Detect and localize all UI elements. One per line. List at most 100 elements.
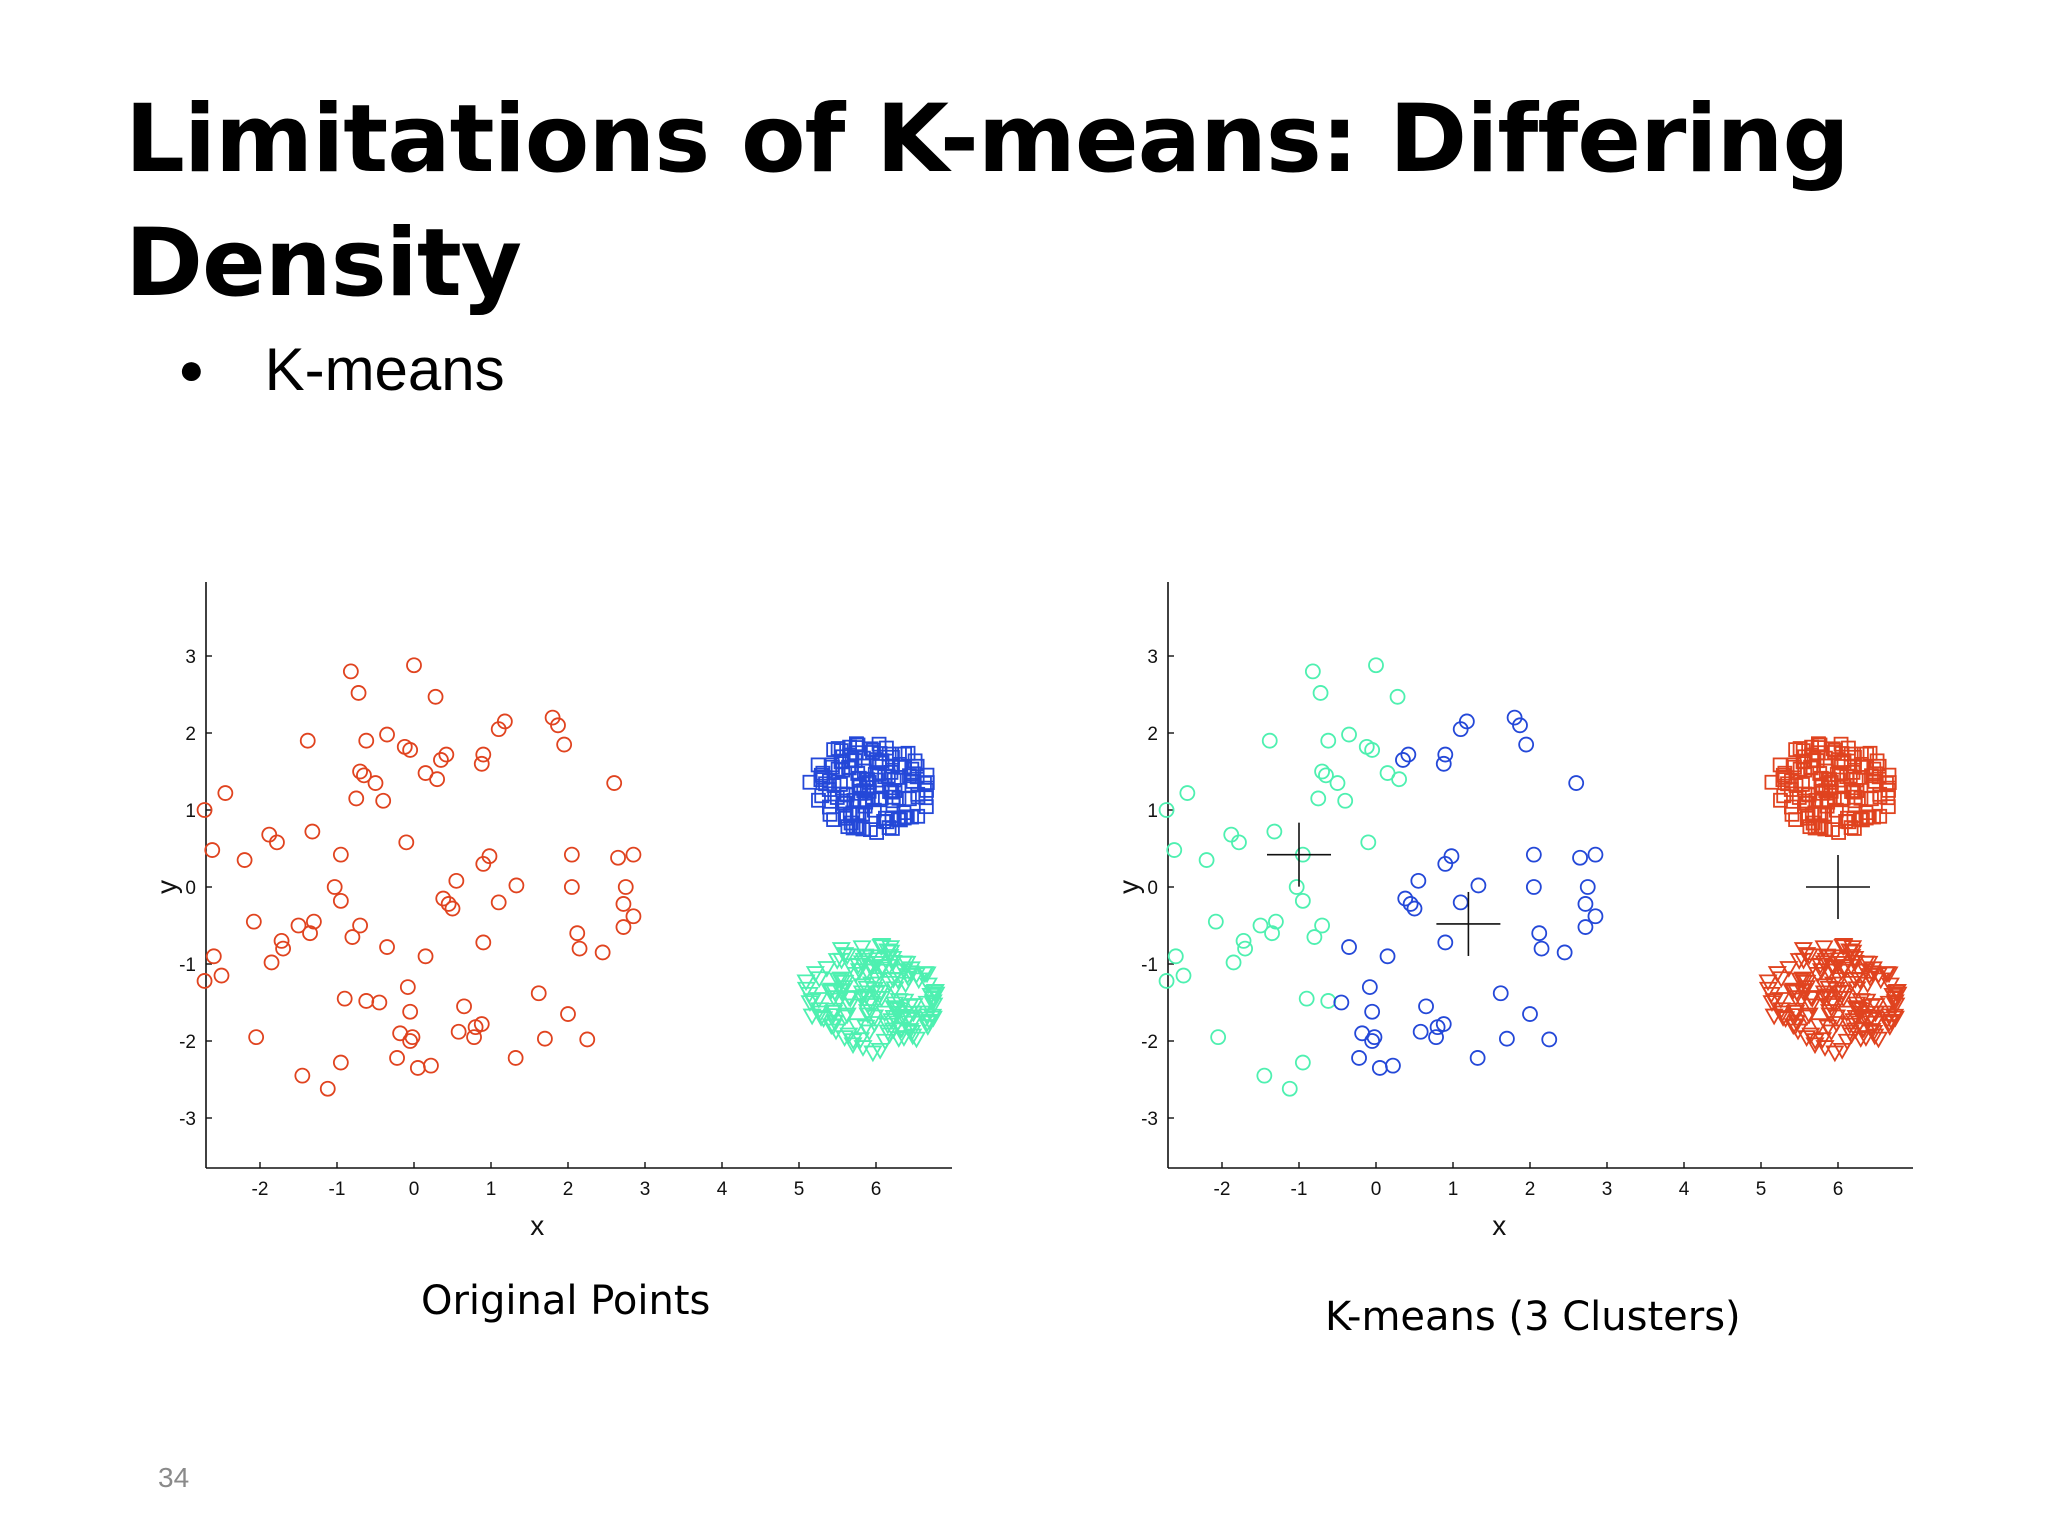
data-point-triangle <box>1799 948 1819 966</box>
data-point-square <box>1847 789 1863 805</box>
data-point-triangle <box>841 958 861 976</box>
x-tick-label: 6 <box>871 1179 882 1200</box>
data-point-circle <box>1175 967 1192 984</box>
x-tick-label: 0 <box>409 1179 420 1200</box>
x-tick-label: 2 <box>563 1179 574 1200</box>
data-point-circle <box>352 763 369 780</box>
data-point-triangle <box>1842 1027 1862 1045</box>
data-point-circle <box>269 834 285 851</box>
data-point-square <box>896 810 912 826</box>
data-point-circle <box>1512 717 1528 734</box>
data-point-circle <box>448 872 465 889</box>
data-point-square <box>1813 770 1829 786</box>
data-point-circle <box>617 879 634 895</box>
data-point-circle <box>1395 752 1411 768</box>
data-point-triangle <box>1818 949 1838 967</box>
data-point-square <box>845 805 861 821</box>
data-point-circle <box>1264 925 1280 942</box>
data-point-triangle <box>918 1019 938 1036</box>
data-point-square <box>1869 753 1885 769</box>
data-point-square <box>851 770 867 786</box>
x-tick-label: 3 <box>640 1179 651 1200</box>
data-point-circle <box>332 846 349 863</box>
data-point-circle <box>261 826 278 843</box>
x-tick-label: 5 <box>1756 1179 1767 1200</box>
data-point-square <box>1881 767 1897 783</box>
data-point-circle <box>1364 742 1381 758</box>
data-point-square <box>1784 806 1800 822</box>
data-point-triangle <box>1847 981 1867 999</box>
data-point-circle <box>1320 993 1337 1009</box>
data-point-triangle <box>831 983 851 1001</box>
data-point-circle <box>399 979 416 995</box>
data-point-square <box>1825 741 1841 757</box>
data-point-square <box>826 812 841 827</box>
data-point-circle <box>1469 1050 1486 1066</box>
data-point-triangle <box>1767 966 1787 983</box>
data-point-circle <box>402 1003 419 1020</box>
data-point-circle <box>356 767 372 784</box>
data-point-square <box>1819 793 1835 808</box>
y-tick-label: -1 <box>179 955 196 976</box>
data-point-circle <box>1341 726 1357 743</box>
data-point-triangle <box>1791 992 1811 1010</box>
data-point-triangle <box>858 1007 878 1025</box>
data-point-triangle <box>839 1027 859 1045</box>
data-point-triangle <box>881 944 901 962</box>
data-point-square <box>822 773 837 789</box>
data-point-circle <box>352 917 369 934</box>
data-point-circle <box>1198 852 1215 868</box>
data-point-triangle <box>829 992 849 1010</box>
data-point-triangle <box>825 1014 845 1032</box>
data-point-square <box>821 782 837 797</box>
data-point-circle <box>606 775 623 791</box>
data-point-circle <box>550 717 566 734</box>
data-point-circle <box>1304 663 1321 680</box>
data-point-circle <box>406 657 422 674</box>
data-point-square <box>1813 820 1829 836</box>
data-point-triangle <box>1856 1030 1876 1047</box>
data-point-triangle <box>1790 972 1810 990</box>
data-point-square <box>1788 778 1804 793</box>
data-point-triangle <box>857 1004 878 1021</box>
data-point-triangle <box>867 972 887 989</box>
data-point-triangle <box>1820 1007 1840 1025</box>
data-point-square <box>1804 807 1820 822</box>
data-point-circle <box>423 1057 439 1074</box>
data-point-square <box>891 756 907 772</box>
y-tick-label: 2 <box>185 724 196 745</box>
data-point-square <box>898 809 914 825</box>
data-point-circle <box>379 939 395 955</box>
data-point-square <box>1864 768 1879 784</box>
data-point-circle <box>1531 925 1548 942</box>
data-point-circle <box>1418 998 1434 1015</box>
data-point-circle <box>1288 879 1305 895</box>
data-point-triangle <box>859 1024 879 1042</box>
data-point-square <box>802 774 818 790</box>
data-point-circle <box>1525 846 1542 863</box>
data-point-triangle <box>1845 950 1865 968</box>
data-point-circle <box>610 849 626 866</box>
data-point-triangle <box>1805 1033 1825 1051</box>
data-point-circle <box>579 1031 596 1048</box>
data-point-square <box>919 767 935 783</box>
data-point-circle <box>319 1080 336 1097</box>
data-point-triangle <box>800 995 820 1012</box>
data-point-circle <box>1268 913 1284 930</box>
data-point-triangle <box>1834 961 1854 979</box>
data-point-square <box>902 768 917 784</box>
data-point-triangle <box>1782 984 1802 1001</box>
data-point-square <box>1846 784 1862 800</box>
data-point-square <box>1822 772 1837 787</box>
x-axis-label: x <box>530 1210 544 1241</box>
data-point-triangle <box>1787 1014 1807 1032</box>
data-point-square <box>885 789 901 805</box>
data-point-circle <box>1492 985 1509 1002</box>
data-point-square <box>1823 783 1839 799</box>
data-point-triangle <box>894 1030 914 1047</box>
data-point-triangle <box>871 939 891 956</box>
data-point-circle <box>1366 1029 1383 1046</box>
data-point-circle <box>1568 775 1585 791</box>
data-point-triangle <box>921 988 941 1005</box>
data-point-circle <box>358 732 375 749</box>
